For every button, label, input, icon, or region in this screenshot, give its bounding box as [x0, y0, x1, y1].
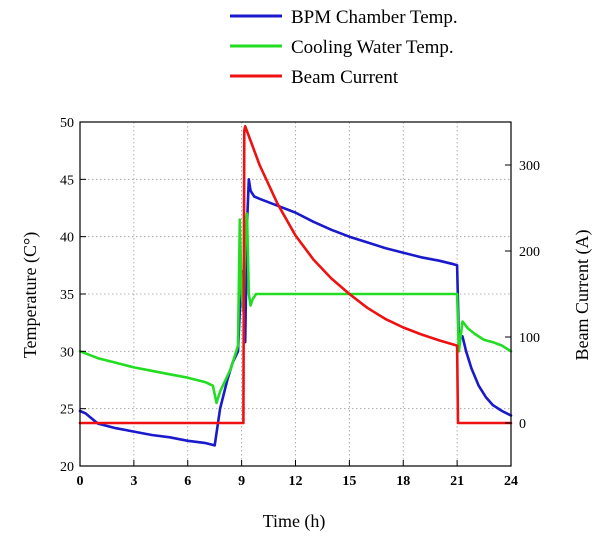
x-tick-label: 3 [130, 474, 137, 489]
y-axis-left-title: Temperature (C°) [20, 232, 41, 358]
y-axis-right-title: Beam Current (A) [572, 230, 593, 361]
x-tick-label: 6 [184, 474, 191, 489]
axis-ticks: 0 3 6 9 12 15 18 21 24 20 25 30 35 40 45 50 0 100 200 300 [60, 116, 540, 489]
y-left-tick-label: 25 [60, 403, 74, 418]
legend-label: Cooling Water Temp. [291, 37, 454, 58]
series-line-beam-current [78, 125, 513, 425]
x-tick-label: 12 [289, 474, 303, 489]
y-left-tick-label: 30 [60, 345, 74, 360]
legend-label: Beam Current [291, 67, 399, 88]
y-right-tick-label: 0 [519, 417, 526, 432]
x-tick-label: 21 [450, 474, 464, 489]
y-left-tick-label: 20 [60, 460, 74, 475]
x-tick-label: 9 [238, 474, 245, 489]
y-right-tick-label: 200 [519, 245, 540, 260]
y-left-tick-label: 40 [60, 231, 74, 246]
y-left-tick-label: 50 [60, 116, 74, 131]
y-left-tick-label: 45 [60, 173, 74, 188]
y-right-tick-label: 300 [519, 159, 540, 174]
y-left-tick-label: 35 [60, 288, 74, 303]
y-right-tick-label: 100 [519, 331, 540, 346]
x-tick-label: 0 [77, 474, 84, 489]
legend: BPM Chamber Temp. Cooling Water Temp. Beam… [230, 7, 458, 88]
legend-label: BPM Chamber Temp. [291, 7, 458, 28]
x-tick-label: 24 [504, 474, 518, 489]
series-line-cooling-water-temp [78, 212, 513, 405]
x-tick-label: 15 [342, 474, 356, 489]
series-lines [78, 125, 513, 447]
x-tick-label: 18 [396, 474, 410, 489]
x-axis-title: Time (h) [263, 511, 326, 532]
